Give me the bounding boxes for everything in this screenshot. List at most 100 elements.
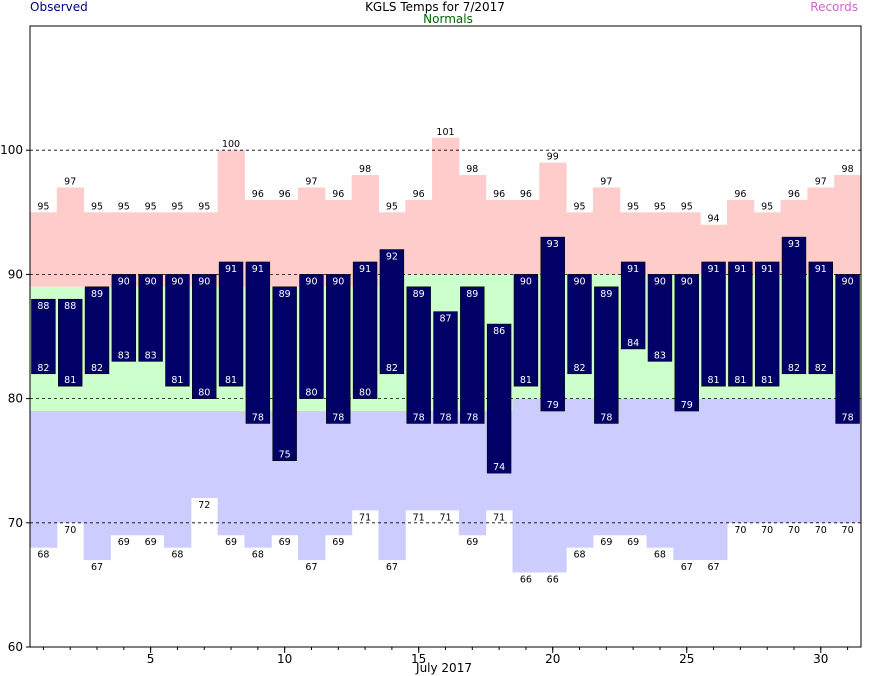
record-low-band (646, 398, 674, 548)
record-low-label: 71 (493, 512, 505, 523)
record-high-label: 96 (252, 189, 264, 200)
record-low-label: 68 (573, 550, 585, 561)
y-tick-label: 90 (8, 267, 23, 281)
observed-low-label: 82 (91, 363, 103, 374)
observed-high-label: 91 (815, 264, 827, 275)
observed-bar (620, 261, 646, 350)
observed-low-label: 78 (600, 412, 612, 423)
record-high-band (298, 187, 326, 287)
record-high-label: 95 (627, 201, 639, 212)
record-high-label: 95 (761, 201, 773, 212)
observed-high-label: 90 (305, 276, 317, 287)
record-low-label: 69 (627, 537, 639, 548)
observed-low-label: 78 (252, 412, 264, 423)
record-high-label: 96 (413, 189, 425, 200)
observed-high-label: 89 (91, 289, 103, 300)
observed-legend-label: Observed (30, 0, 88, 14)
record-low-band (217, 411, 245, 536)
observed-bar (218, 261, 244, 387)
record-low-label: 66 (547, 574, 559, 585)
record-low-band (512, 398, 540, 573)
record-high-label: 96 (520, 189, 532, 200)
record-low-band (673, 398, 701, 561)
record-low-band (405, 411, 433, 511)
record-low-band (30, 411, 58, 548)
observed-bar (272, 286, 297, 462)
observed-bar (460, 286, 485, 424)
record-high-label: 98 (359, 164, 371, 175)
record-low-label: 66 (520, 574, 532, 585)
record-low-label: 71 (359, 512, 371, 523)
record-high-label: 95 (118, 201, 130, 212)
record-high-band (324, 199, 353, 287)
observed-bar (165, 274, 190, 387)
observed-high-label: 87 (439, 314, 451, 325)
normals-legend-label: Normals (423, 12, 473, 26)
observed-bar (299, 274, 324, 399)
record-low-label: 70 (64, 525, 76, 536)
record-low-band (700, 398, 728, 561)
x-tick-label: 15 (411, 652, 426, 666)
observed-high-label: 90 (171, 276, 183, 287)
observed-bar (379, 249, 405, 375)
record-low-label: 67 (708, 562, 720, 573)
observed-low-label: 80 (198, 388, 210, 399)
observed-low-label: 74 (493, 462, 505, 473)
x-tick-label: 5 (147, 652, 155, 666)
record-high-band (646, 212, 674, 275)
observed-high-label: 86 (493, 326, 505, 337)
record-high-band (807, 187, 835, 275)
record-high-label: 95 (681, 201, 693, 212)
observed-low-label: 79 (547, 400, 559, 411)
observed-low-label: 82 (37, 363, 49, 374)
observed-low-label: 83 (118, 350, 130, 361)
record-high-label: 95 (37, 201, 49, 212)
observed-high-label: 89 (466, 289, 478, 300)
observed-high-label: 90 (332, 276, 344, 287)
observed-high-label: 90 (520, 276, 532, 287)
record-low-band (164, 411, 192, 548)
observed-low-label: 81 (171, 375, 183, 386)
record-high-label: 94 (708, 214, 720, 225)
record-high-band (83, 212, 111, 287)
record-low-label: 71 (439, 512, 451, 523)
record-low-label: 69 (600, 537, 612, 548)
record-low-band (244, 411, 272, 548)
observed-low-label: 81 (520, 375, 532, 386)
observed-bar (674, 274, 699, 412)
observed-high-label: 90 (198, 276, 210, 287)
record-high-band (485, 199, 514, 275)
record-low-label: 70 (815, 525, 827, 536)
observed-bar (594, 286, 619, 424)
x-tick-label: 25 (679, 652, 694, 666)
observed-high-label: 93 (547, 239, 559, 250)
record-low-band (137, 411, 165, 536)
record-low-band (432, 411, 460, 511)
observed-low-label: 78 (842, 412, 854, 423)
observed-high-label: 90 (842, 276, 854, 287)
record-low-label: 69 (225, 537, 237, 548)
record-high-label: 96 (279, 189, 291, 200)
record-high-band (271, 199, 299, 287)
observed-bar (728, 261, 753, 387)
observed-low-label: 81 (64, 375, 76, 386)
record-low-label: 71 (413, 512, 425, 523)
observed-bar (540, 236, 565, 412)
record-low-label: 67 (386, 562, 398, 573)
record-high-label: 95 (198, 201, 210, 212)
record-high-label: 95 (171, 201, 183, 212)
record-low-label: 67 (305, 562, 317, 573)
observed-low-label: 78 (332, 412, 344, 423)
x-axis-label: July 2017 (415, 661, 472, 675)
record-high-label: 95 (145, 201, 157, 212)
record-high-label: 95 (654, 201, 666, 212)
record-low-label: 68 (171, 550, 183, 561)
observed-low-label: 84 (627, 338, 639, 349)
record-high-label: 97 (815, 176, 827, 187)
observed-low-label: 79 (681, 400, 693, 411)
observed-low-label: 82 (573, 363, 585, 374)
observed-bar (647, 274, 673, 362)
observed-high-label: 92 (386, 252, 398, 263)
observed-bar (138, 274, 163, 362)
